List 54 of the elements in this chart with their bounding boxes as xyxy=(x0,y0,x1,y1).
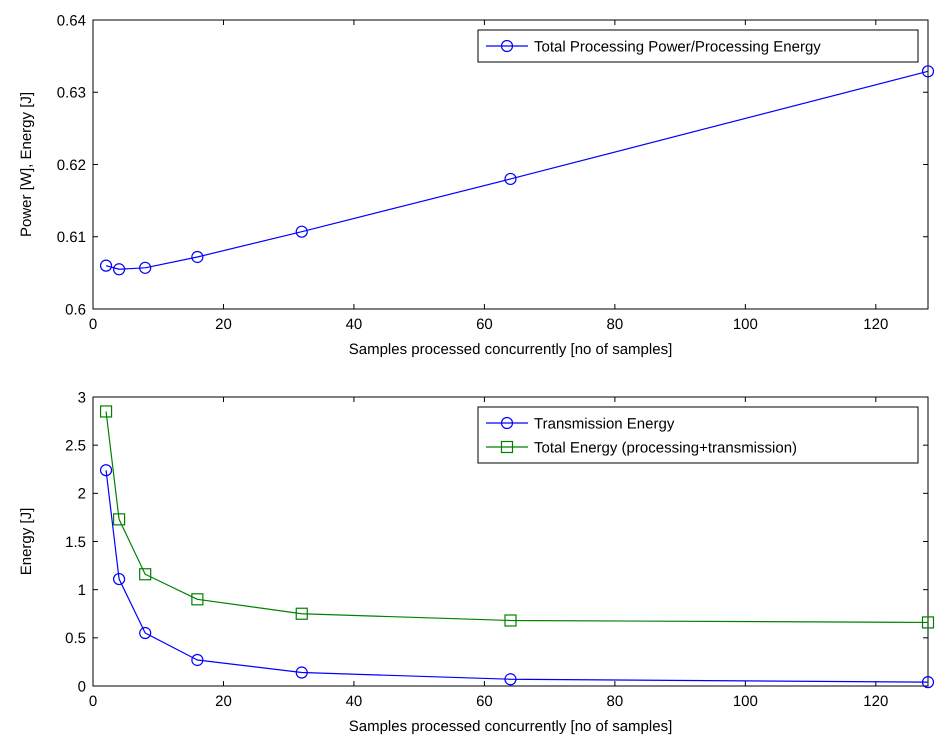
x-tick-label: 80 xyxy=(606,693,624,710)
y-tick-label: 0.62 xyxy=(56,156,86,174)
point xyxy=(100,464,112,476)
legend-label: Total Processing Power/Processing Energy xyxy=(534,38,822,56)
x-tick-label: 40 xyxy=(346,316,362,333)
point xyxy=(296,226,308,238)
point xyxy=(191,593,204,606)
y-tick-label: 1.5 xyxy=(65,534,86,551)
y-tick-label: 0.63 xyxy=(56,84,86,102)
x-tick-label: 0 xyxy=(88,316,98,333)
y-axis-title: Power [W], Energy [J] xyxy=(18,92,35,238)
point xyxy=(139,626,152,640)
x-tick-label: 60 xyxy=(476,693,493,710)
point xyxy=(112,263,126,276)
y-tick-label: 2 xyxy=(78,486,86,503)
point xyxy=(922,65,934,78)
point xyxy=(100,260,112,272)
x-tick-label: 20 xyxy=(215,316,232,333)
y-tick-label: 1 xyxy=(78,582,86,599)
y-tick-label: 0.6 xyxy=(65,301,86,318)
point xyxy=(504,172,517,186)
point xyxy=(296,608,308,620)
y-tick-label: 0 xyxy=(78,678,86,696)
y-tick-label: 3 xyxy=(78,389,86,406)
point xyxy=(191,654,204,666)
legend-label: Transmission Energy xyxy=(534,415,675,432)
point xyxy=(191,250,204,264)
x-tick-label: 40 xyxy=(346,693,362,710)
x-tick-label: 80 xyxy=(606,316,624,333)
x-axis-title: Samples processed concurrently [no of samples] xyxy=(348,718,672,735)
point xyxy=(296,666,308,679)
x-axis-title: Samples processed concurrently [no of samples] xyxy=(348,341,672,358)
point xyxy=(922,676,934,688)
x-tick-label: 120 xyxy=(863,316,888,333)
point xyxy=(139,262,152,274)
x-tick-label: 100 xyxy=(732,316,758,333)
x-tick-label: 0 xyxy=(88,693,98,710)
point xyxy=(100,405,112,418)
point xyxy=(922,616,934,629)
point xyxy=(139,568,152,580)
x-tick-label: 60 xyxy=(476,316,493,333)
point xyxy=(504,614,517,627)
point xyxy=(112,513,126,526)
point xyxy=(112,572,126,586)
legend-label: Total Energy (processing+transmission) xyxy=(534,439,798,456)
point xyxy=(504,673,517,686)
y-axis-title: Energy [J] xyxy=(18,508,35,576)
y-tick-label: 0.5 xyxy=(65,630,86,648)
x-tick-label: 20 xyxy=(215,693,232,710)
y-tick-label: 0.61 xyxy=(56,229,86,246)
y-tick-label: 0.64 xyxy=(56,12,86,30)
x-tick-label: 120 xyxy=(863,693,888,710)
y-tick-label: 2.5 xyxy=(65,437,86,454)
x-tick-label: 100 xyxy=(732,693,758,710)
